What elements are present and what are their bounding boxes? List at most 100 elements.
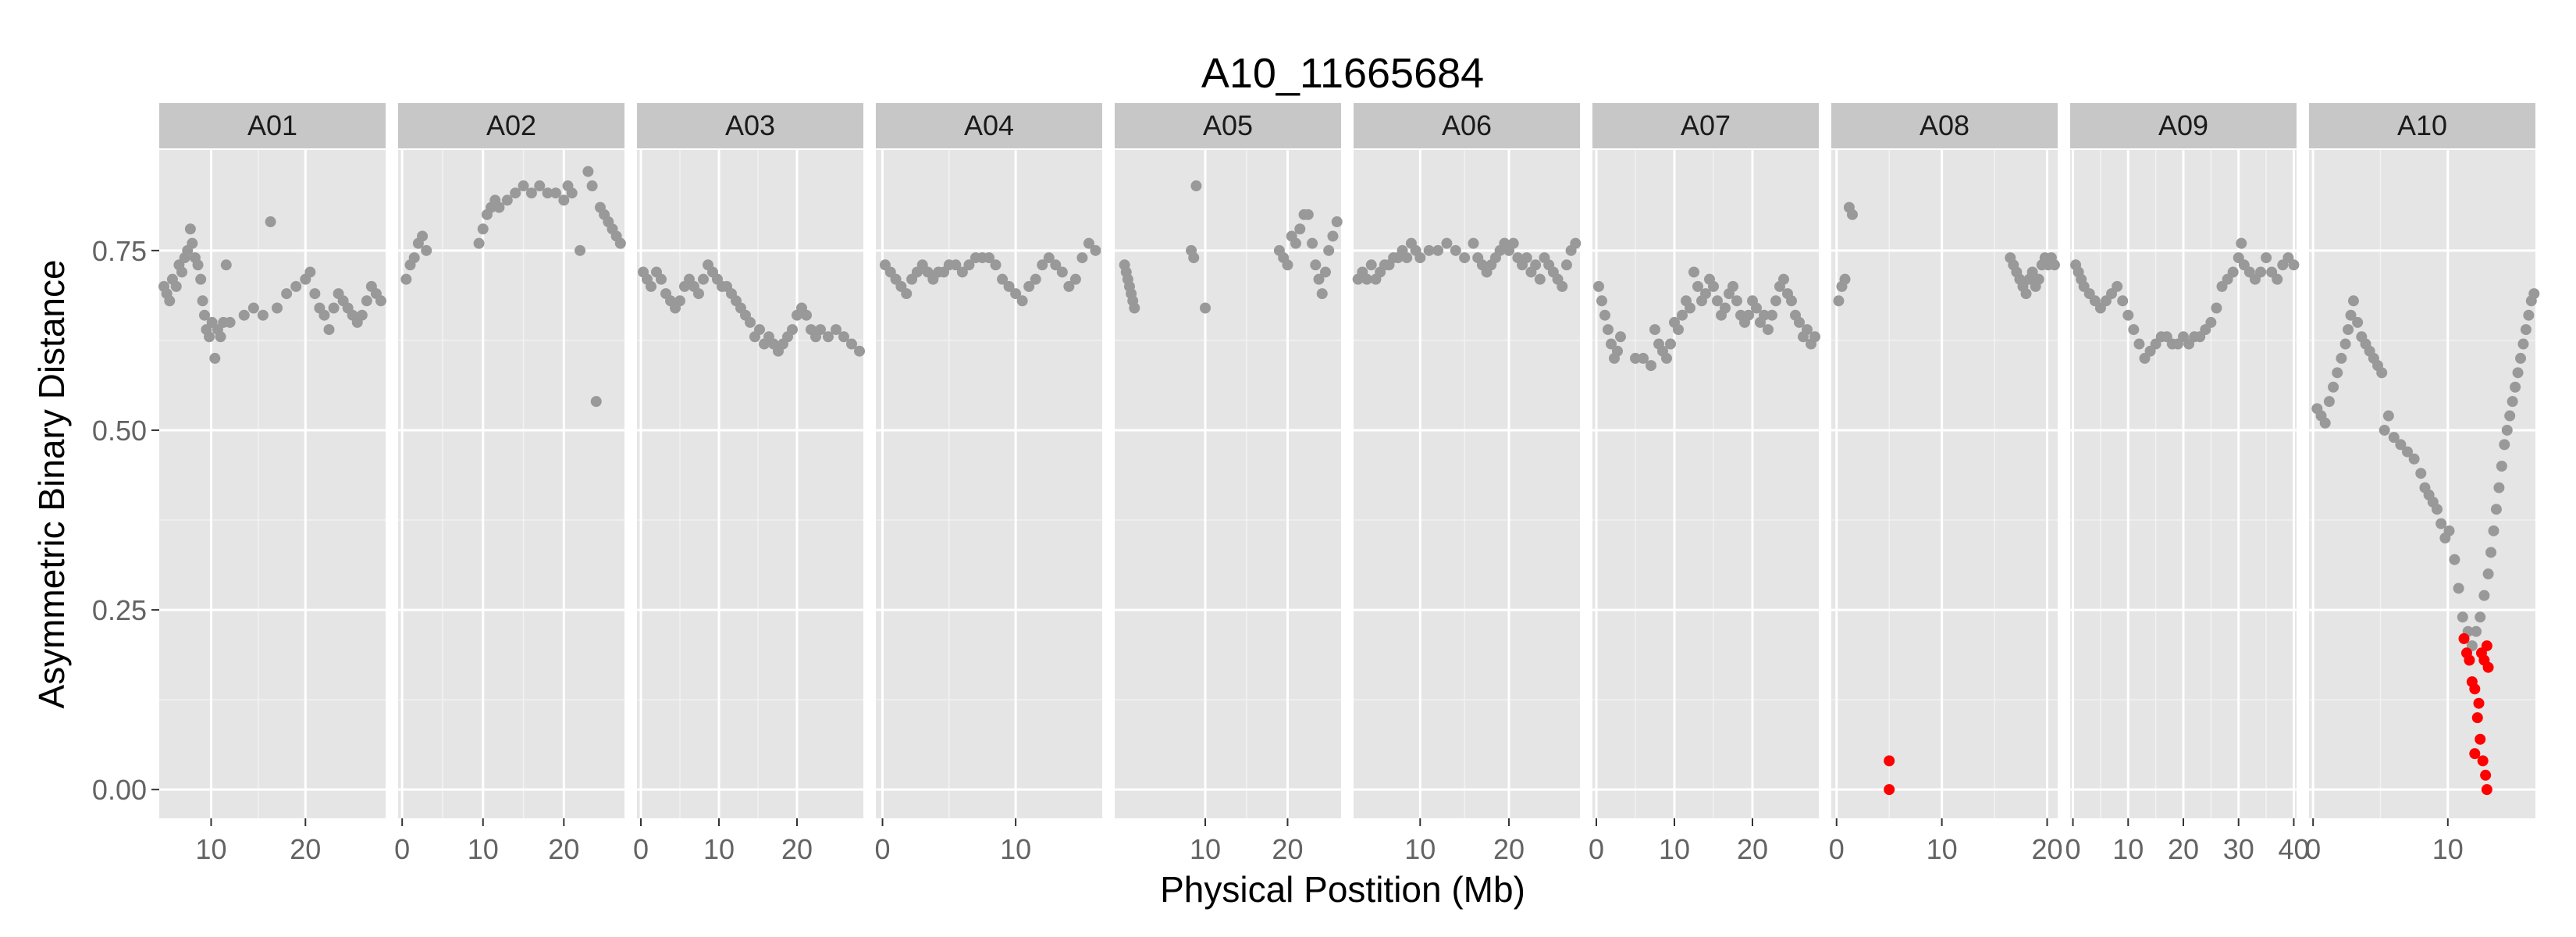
data-point bbox=[2347, 295, 2359, 307]
data-point bbox=[1129, 302, 1140, 314]
data-point bbox=[1043, 252, 1055, 264]
data-point bbox=[2211, 302, 2222, 314]
data-point bbox=[2431, 504, 2443, 515]
x-tick-label: 10 bbox=[2432, 833, 2464, 865]
chart-title: A10_11665684 bbox=[1201, 50, 1484, 97]
x-tick-label: 20 bbox=[1272, 833, 1303, 865]
data-point bbox=[1700, 288, 1711, 300]
data-point bbox=[2345, 309, 2357, 321]
data-point bbox=[417, 230, 429, 242]
facet-strip-label: A08 bbox=[1920, 109, 1969, 141]
x-tick-label: 10 bbox=[468, 833, 499, 865]
data-point bbox=[1638, 352, 1649, 364]
data-point bbox=[2343, 324, 2354, 336]
data-point bbox=[2020, 288, 2032, 300]
data-point bbox=[1646, 360, 1656, 372]
data-point bbox=[1615, 331, 1626, 343]
data-point bbox=[2112, 280, 2123, 292]
data-point bbox=[408, 252, 420, 264]
data-point bbox=[2033, 273, 2044, 285]
data-point bbox=[1606, 338, 1617, 350]
data-point bbox=[2328, 381, 2339, 393]
x-tick-label: 20 bbox=[781, 833, 813, 865]
data-point bbox=[2499, 439, 2510, 451]
data-point bbox=[1365, 259, 1377, 271]
x-tick-label: 10 bbox=[1190, 833, 1221, 865]
data-point bbox=[2435, 518, 2447, 529]
data-point-highlight bbox=[2481, 640, 2492, 652]
data-point bbox=[2475, 611, 2486, 623]
facet-strip bbox=[876, 103, 1102, 148]
data-point-highlight bbox=[2464, 654, 2475, 666]
data-point bbox=[187, 237, 198, 249]
x-tick-label: 20 bbox=[548, 833, 579, 865]
data-point-highlight bbox=[2473, 697, 2485, 709]
data-point bbox=[854, 345, 865, 357]
data-point bbox=[1290, 237, 1301, 249]
data-point bbox=[2339, 338, 2351, 350]
data-point-highlight bbox=[2477, 755, 2489, 767]
data-point bbox=[2236, 237, 2247, 249]
x-tick-label: 40 bbox=[2278, 833, 2309, 865]
data-point bbox=[984, 252, 994, 264]
data-point bbox=[614, 237, 626, 249]
data-point bbox=[2395, 439, 2407, 451]
data-point bbox=[195, 273, 207, 285]
data-point bbox=[698, 273, 709, 285]
facet-panel-a08: A08 0 10 20 bbox=[1829, 103, 2063, 865]
data-point bbox=[1786, 295, 1797, 307]
data-point bbox=[209, 352, 221, 364]
data-point bbox=[2336, 352, 2347, 364]
y-tick-label: 0.00 bbox=[92, 774, 147, 806]
data-point bbox=[2288, 259, 2300, 271]
data-point bbox=[1751, 302, 1762, 314]
facet-panel-a09: A09 0 10 20 30 40 bbox=[2065, 103, 2309, 865]
x-tick-label: 0 bbox=[2305, 833, 2321, 865]
data-point bbox=[963, 259, 975, 271]
data-point bbox=[831, 324, 841, 336]
data-point bbox=[693, 288, 704, 300]
data-point bbox=[1003, 280, 1015, 292]
data-point bbox=[1319, 266, 1331, 278]
panel-background bbox=[1831, 150, 2058, 818]
x-tick-label: 0 bbox=[394, 833, 410, 865]
data-point bbox=[2457, 611, 2468, 623]
data-point bbox=[2453, 583, 2464, 594]
panel-background bbox=[1115, 150, 1341, 818]
data-point bbox=[1316, 288, 1328, 300]
data-point bbox=[176, 266, 187, 278]
data-point bbox=[2478, 590, 2490, 601]
data-point bbox=[1331, 216, 1343, 228]
facet-strip-label: A03 bbox=[725, 109, 775, 141]
data-point bbox=[2501, 424, 2513, 436]
data-point bbox=[2510, 381, 2521, 393]
data-point bbox=[2490, 504, 2502, 515]
data-point bbox=[997, 273, 1009, 285]
data-point bbox=[2133, 338, 2145, 350]
data-point bbox=[1560, 259, 1572, 271]
data-point bbox=[754, 324, 765, 336]
data-point bbox=[823, 331, 834, 343]
data-point bbox=[2485, 547, 2497, 558]
facet-strip bbox=[637, 103, 863, 148]
data-point bbox=[493, 201, 505, 213]
data-point bbox=[328, 302, 340, 314]
facet-panel-a04: A04 0 10 bbox=[875, 103, 1102, 865]
data-point bbox=[2026, 266, 2038, 278]
data-point bbox=[1688, 266, 1699, 278]
data-point bbox=[1083, 237, 1094, 249]
data-point bbox=[1310, 259, 1322, 271]
data-point bbox=[2408, 453, 2420, 465]
data-point bbox=[674, 295, 685, 307]
data-point bbox=[197, 295, 208, 307]
data-point bbox=[1441, 237, 1453, 249]
data-point bbox=[1401, 252, 1413, 264]
data-point bbox=[323, 324, 335, 336]
data-point bbox=[1069, 273, 1081, 285]
data-point bbox=[1557, 280, 1568, 292]
x-tick-label: 10 bbox=[1404, 833, 1436, 865]
facet-strip-label: A10 bbox=[2397, 109, 2447, 141]
data-point bbox=[2507, 396, 2518, 408]
data-point bbox=[2352, 316, 2364, 328]
data-point bbox=[2523, 309, 2535, 321]
